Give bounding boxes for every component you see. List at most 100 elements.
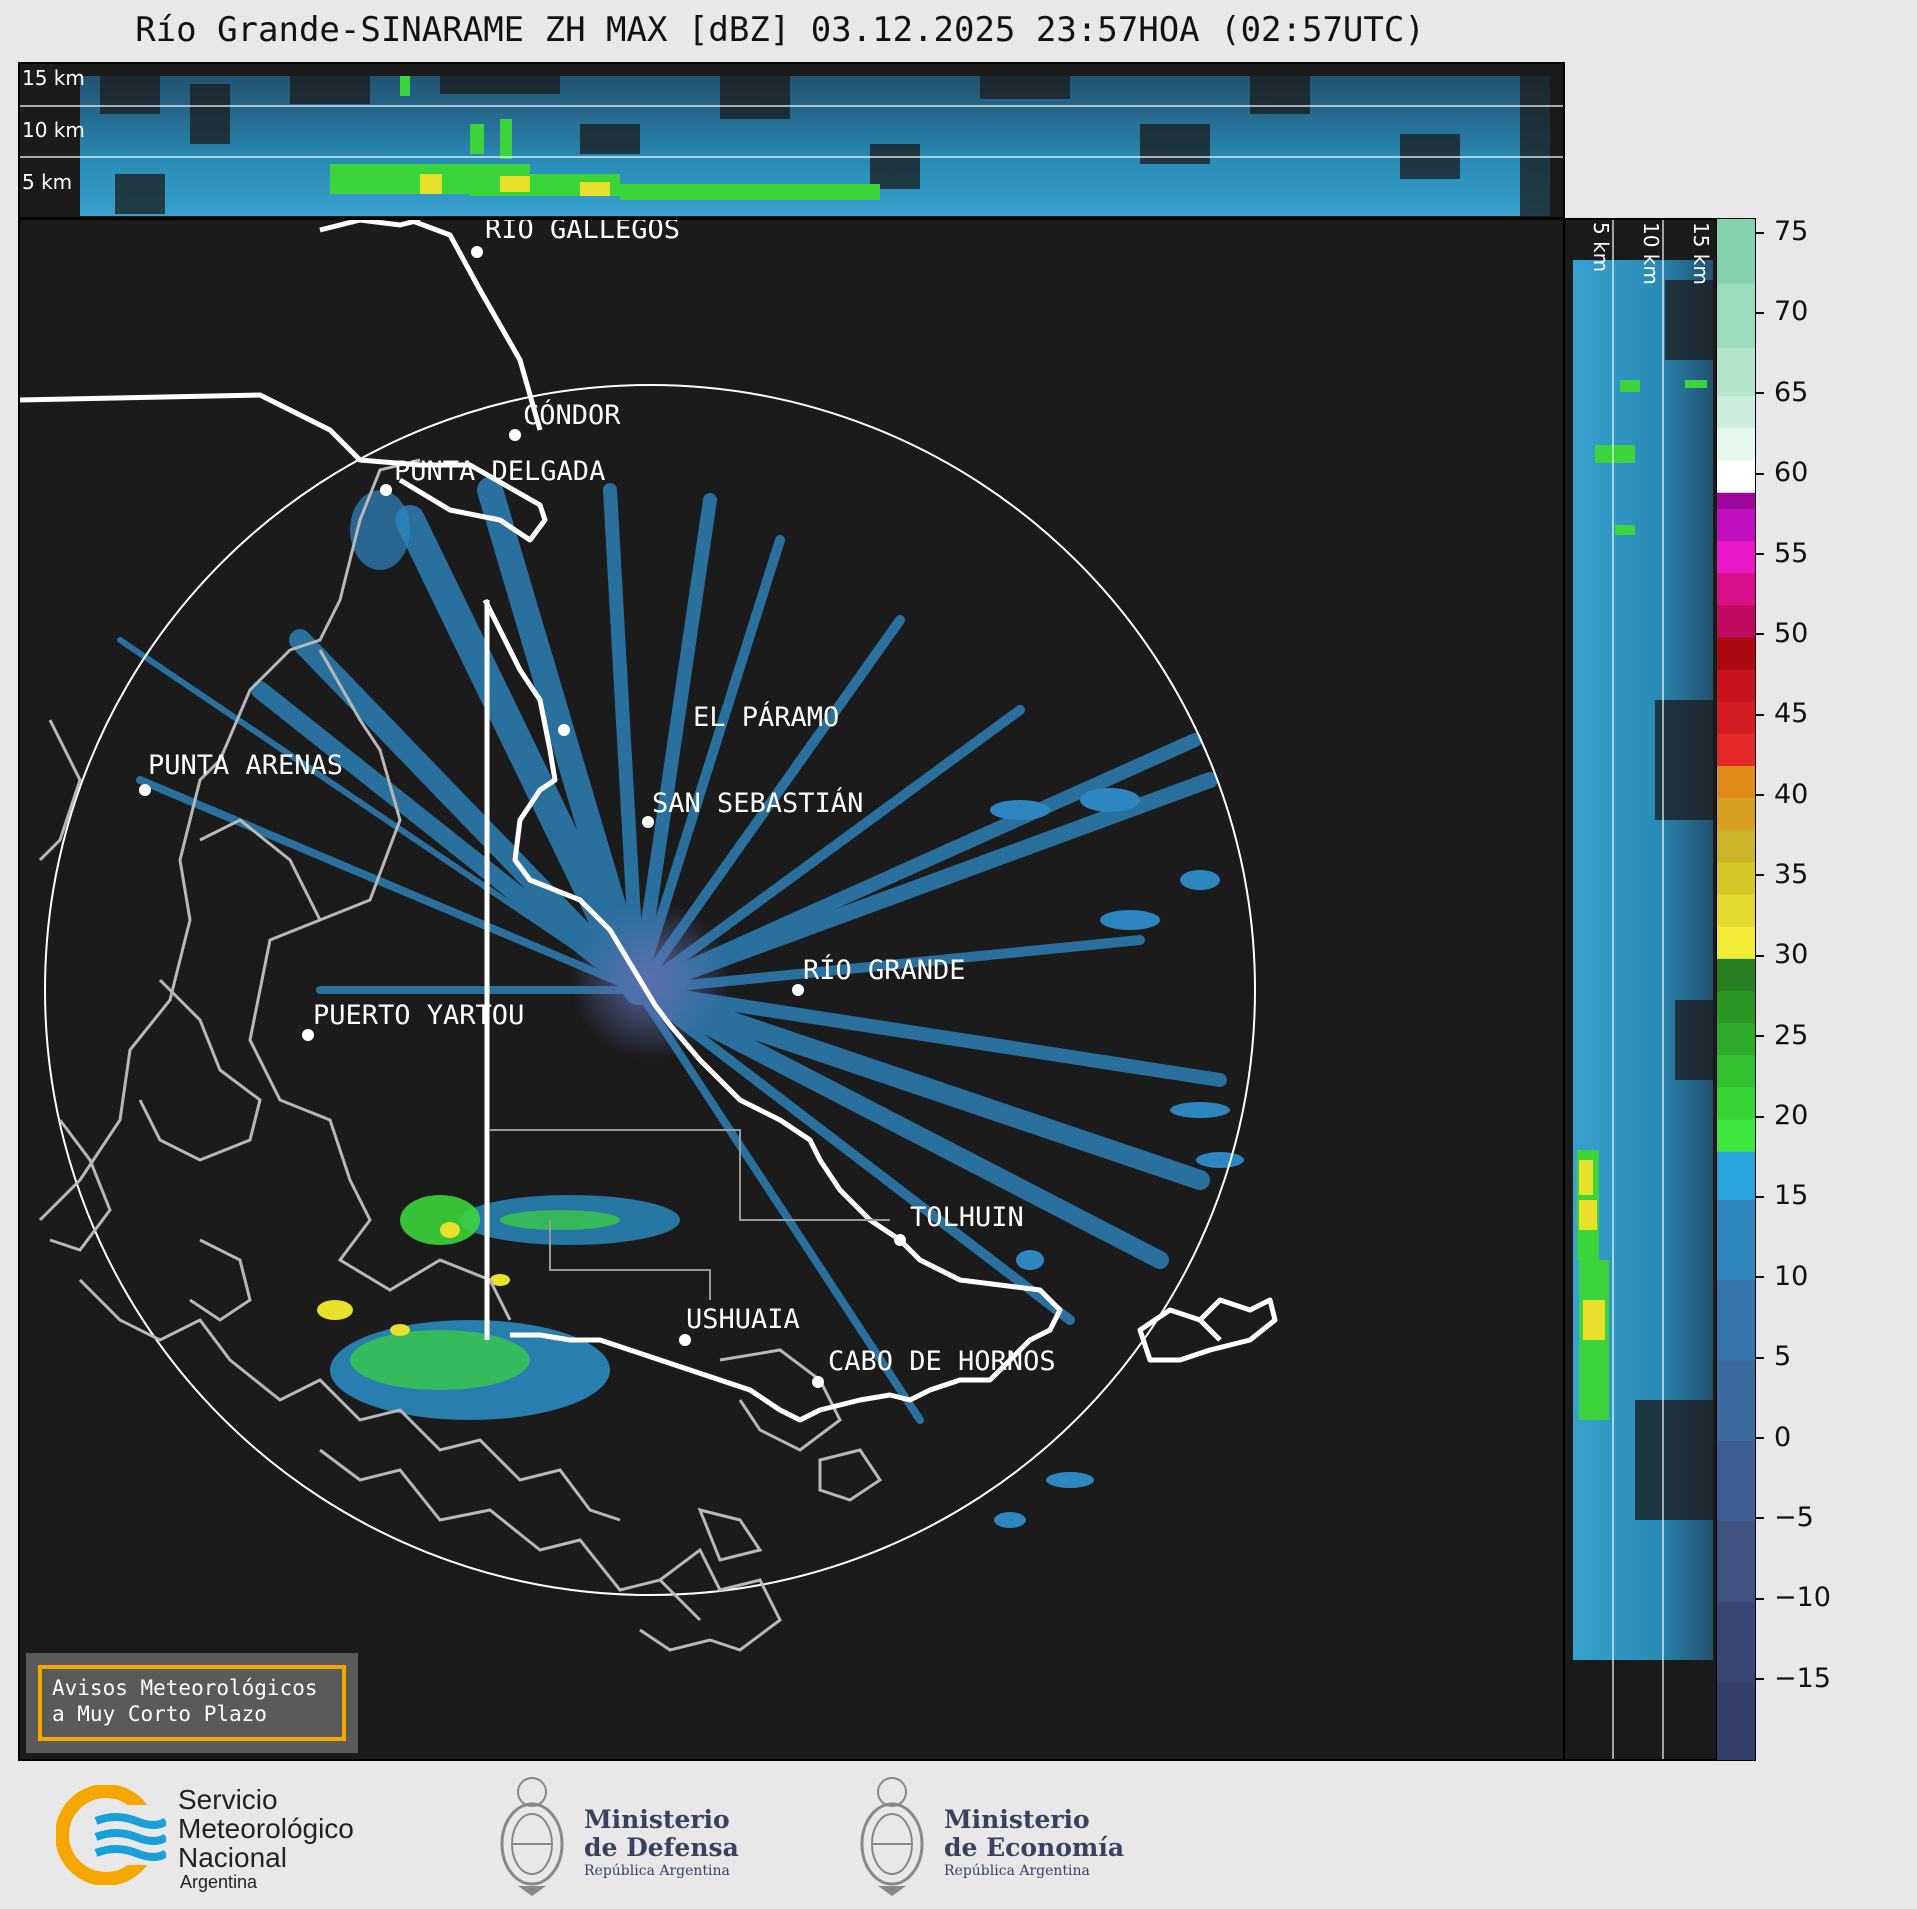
smn-logo-icon xyxy=(56,1785,166,1885)
colorbar-tick-label: 20 xyxy=(1756,1100,1808,1131)
colorbar-band xyxy=(1717,669,1755,702)
dbz-colorbar xyxy=(1716,218,1756,1761)
city-label-punta-arenas: PUNTA ARENAS xyxy=(148,750,344,781)
colorbar-band xyxy=(1717,894,1755,927)
colorbar-tick-label: 45 xyxy=(1756,698,1808,729)
colorbar-band xyxy=(1717,1520,1755,1602)
colorbar-tick-label: 50 xyxy=(1756,618,1808,649)
ministerio-defensa-logo: Ministerio de Defensa República Argentin… xyxy=(494,1774,739,1898)
argentina-coast-and-border xyxy=(20,220,1278,1423)
colorbar-band xyxy=(1717,958,1755,991)
defensa-logo-text: Ministerio de Defensa República Argentin… xyxy=(584,1806,739,1880)
colorbar-band xyxy=(1717,926,1755,959)
colorbar-tick-label: 40 xyxy=(1756,779,1808,810)
colorbar-tick-label: 25 xyxy=(1756,1020,1808,1051)
economia-line-3: República Argentina xyxy=(944,1863,1090,1879)
colorbar-band xyxy=(1717,283,1755,349)
economia-line-1: Ministerio xyxy=(944,1805,1090,1834)
notice-line-1: Avisos Meteorológicos xyxy=(52,1676,318,1700)
coastlines xyxy=(38,458,883,1652)
colorbar-tick-label: 15 xyxy=(1756,1180,1808,1211)
side-cross-section-echoes xyxy=(1565,220,1716,1759)
colorbar-band xyxy=(1717,733,1755,766)
city-label-el-paramo: EL PÁRAMO xyxy=(693,702,840,733)
precipitation-cells xyxy=(317,490,1244,1528)
economia-line-2: de Economía xyxy=(944,1833,1125,1862)
city-label-ushuaia: USHUAIA xyxy=(686,1304,800,1335)
smn-logo: Servicio Meteorológico Nacional Argentin… xyxy=(56,1785,354,1892)
notice-line-2: a Muy Corto Plazo xyxy=(52,1702,267,1726)
provincial-boundaries xyxy=(490,1129,890,1300)
colorbar-band xyxy=(1717,604,1755,638)
side-height-label-5km: 5 km xyxy=(1589,222,1613,273)
side-height-label-10km: 10 km xyxy=(1639,222,1663,285)
colorbar-tick-label: 70 xyxy=(1756,296,1808,327)
side-cross-section-panel: 5 km 10 km 15 km xyxy=(1563,218,1718,1761)
colorbar-tick-label: 55 xyxy=(1756,538,1808,569)
city-label-tolhuin: TOLHUIN xyxy=(910,1202,1024,1233)
top-height-label-5km: 5 km xyxy=(22,170,73,194)
colorbar-band xyxy=(1717,990,1755,1024)
colorbar-band xyxy=(1717,427,1755,461)
defensa-line-1: Ministerio xyxy=(584,1805,730,1834)
colorbar-tick-label: 35 xyxy=(1756,859,1808,890)
colorbar-band xyxy=(1717,701,1755,734)
colorbar-band xyxy=(1717,797,1755,831)
colorbar-band xyxy=(1717,460,1755,493)
colorbar-tick-label: 0 xyxy=(1756,1422,1791,1453)
colorbar-band xyxy=(1717,1199,1755,1281)
colorbar-band xyxy=(1717,347,1755,397)
colorbar-tick-label: 30 xyxy=(1756,939,1808,970)
colorbar-tick-label: 75 xyxy=(1756,216,1808,247)
colorbar-band xyxy=(1717,1086,1755,1120)
argentina-shield-icon-defensa xyxy=(500,1777,564,1896)
top-height-label-15km: 15 km xyxy=(22,66,85,90)
top-cross-section-panel: 15 km 10 km 5 km xyxy=(18,62,1565,219)
notice-frame: Avisos Meteorológicos a Muy Corto Plazo xyxy=(38,1665,346,1741)
colorbar-tick-label: −10 xyxy=(1756,1582,1831,1613)
colorbar-bands xyxy=(1717,219,1755,1760)
colorbar-band xyxy=(1717,1279,1755,1361)
colorbar-tick-label: 60 xyxy=(1756,457,1808,488)
city-label-puerto-yartou: PUERTO YARTOU xyxy=(313,1000,525,1031)
colorbar-band xyxy=(1717,1054,1755,1088)
city-markers xyxy=(139,246,906,1388)
radar-range-ring xyxy=(44,384,1256,1596)
smn-logo-text: Servicio Meteorológico Nacional Argentin… xyxy=(178,1785,354,1892)
colorbar-band xyxy=(1717,1440,1755,1522)
economia-logo-text: Ministerio de Economía República Argenti… xyxy=(944,1806,1124,1880)
colorbar-band xyxy=(1717,765,1755,799)
page-title: Río Grande-SINARAME ZH MAX [dBZ] 03.12.2… xyxy=(135,10,1425,50)
colorbar-tick-label: −5 xyxy=(1756,1502,1814,1533)
colorbar-tick-label: 10 xyxy=(1756,1261,1808,1292)
ministerio-economia-logo: Ministerio de Economía República Argenti… xyxy=(854,1774,1124,1898)
city-label-rio-gallegos: RÍO GALLEGOS xyxy=(485,218,681,245)
colorbar-band xyxy=(1717,1151,1755,1200)
city-label-san-sebastian: SAN SEBASTIÁN xyxy=(652,788,864,819)
defensa-line-2: de Defensa xyxy=(584,1833,739,1862)
smn-line-2: Meteorológico xyxy=(178,1813,354,1844)
notice-box: Avisos Meteorológicos a Muy Corto Plazo xyxy=(26,1653,358,1753)
city-label-rio-grande: RÍO GRANDE xyxy=(803,955,966,986)
city-label-condor: CÓNDOR xyxy=(523,400,621,431)
colorbar-tick-label: 65 xyxy=(1756,377,1808,408)
colorbar-band xyxy=(1717,508,1755,541)
defensa-line-3: República Argentina xyxy=(584,1863,730,1879)
city-label-punta-delgada: PUNTA DELGADA xyxy=(394,456,606,487)
smn-line-1: Servicio xyxy=(178,1784,278,1815)
top-height-label-10km: 10 km xyxy=(22,118,85,142)
colorbar-band xyxy=(1717,1601,1755,1683)
city-label-cabo-de-hornos: CABO DE HORNOS xyxy=(828,1346,1056,1377)
top-cross-section-echoes xyxy=(20,64,1563,217)
colorbar-band xyxy=(1717,861,1755,895)
colorbar-band xyxy=(1717,572,1755,606)
colorbar-band xyxy=(1717,1681,1755,1760)
colorbar-band xyxy=(1717,829,1755,863)
colorbar-band xyxy=(1717,636,1755,670)
colorbar-tick-label: −15 xyxy=(1756,1663,1831,1694)
smn-line-4: Argentina xyxy=(180,1872,258,1892)
radar-map-panel: RÍO GALLEGOS CÓNDOR PUNTA DELGADA EL PÁR… xyxy=(18,218,1565,1761)
colorbar-tick-label: 5 xyxy=(1756,1341,1791,1372)
side-height-label-15km: 15 km xyxy=(1689,222,1713,285)
argentina-shield-icon-economia xyxy=(860,1777,924,1896)
